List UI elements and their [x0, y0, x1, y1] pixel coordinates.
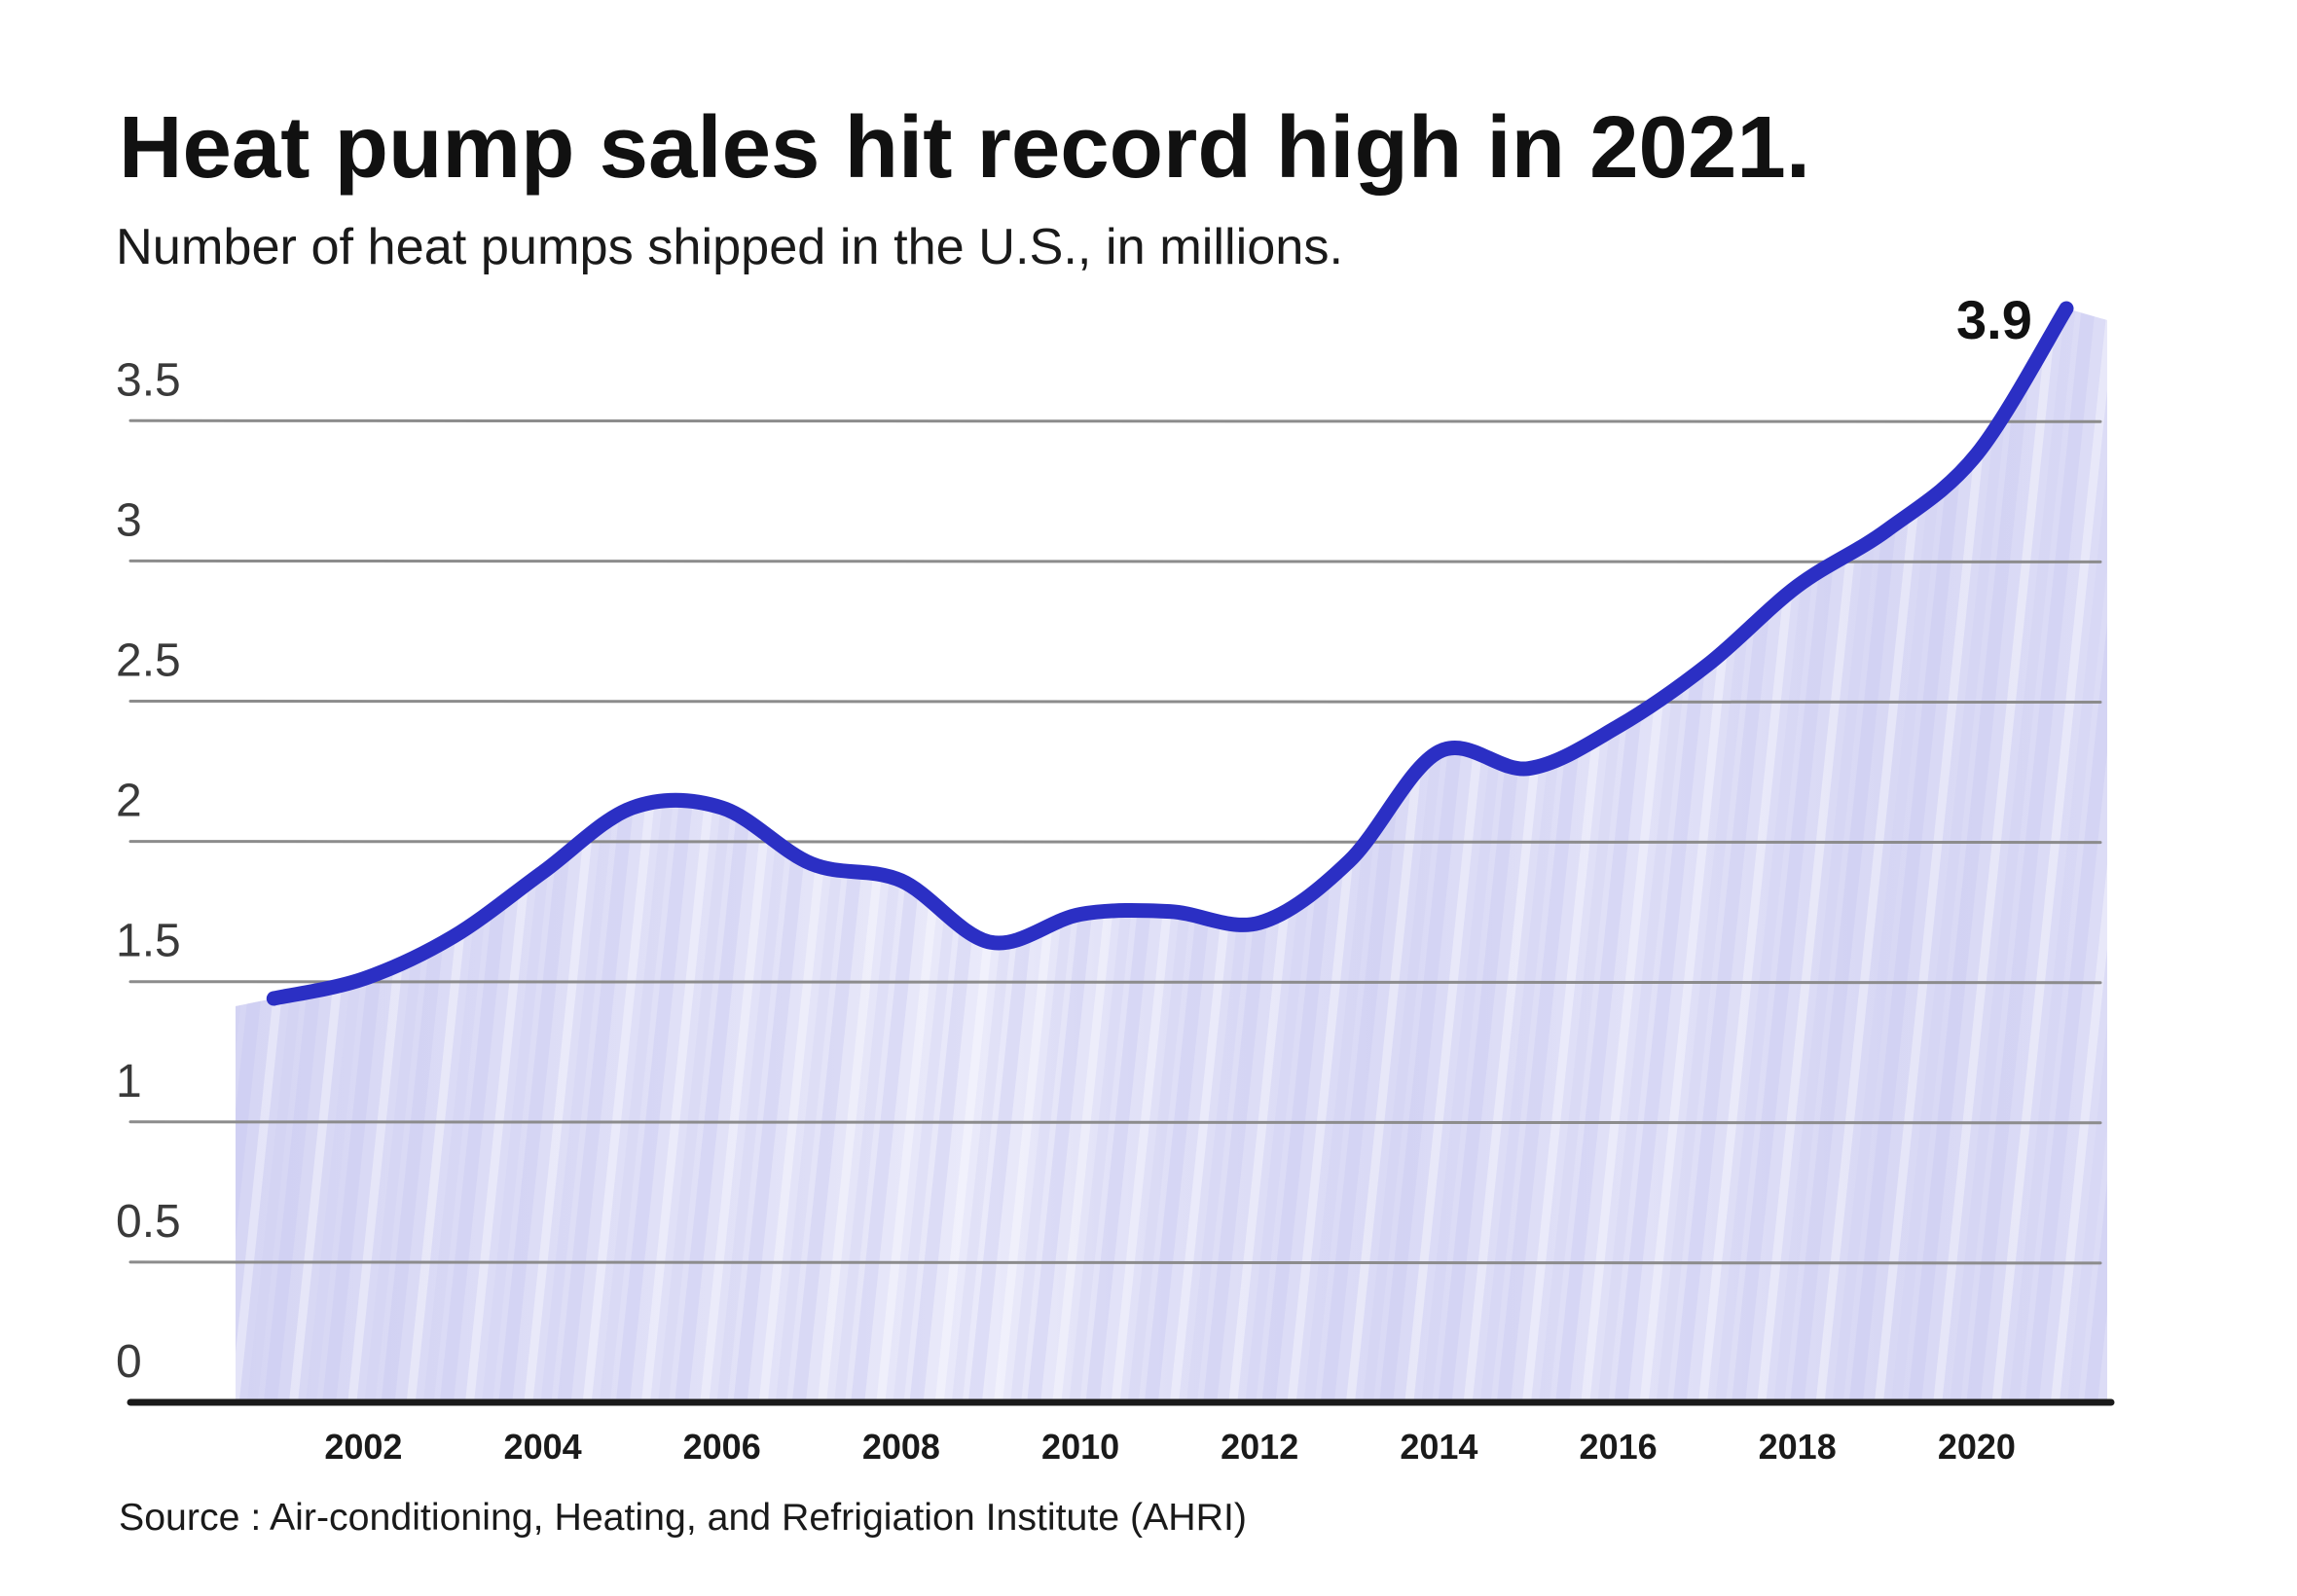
- annotations: 3.9: [1956, 289, 2032, 350]
- data-label-2021: 3.9: [1956, 289, 2032, 350]
- source-note: Source : Air-conditioning, Heating, and …: [119, 1497, 1247, 1539]
- x-tick-label: 2002: [324, 1427, 402, 1467]
- x-tick-label: 2008: [862, 1427, 940, 1467]
- gridline: [128, 418, 2102, 423]
- gridline: [128, 840, 2102, 845]
- x-tick-label: 2012: [1221, 1427, 1298, 1467]
- y-tick-label: 2: [116, 776, 142, 827]
- x-tick-label: 2006: [683, 1427, 761, 1467]
- y-tick-label: 0.5: [116, 1196, 181, 1248]
- gridline: [128, 700, 2102, 704]
- x-tick-label: 2010: [1041, 1427, 1119, 1467]
- series-line: [266, 301, 2074, 1006]
- gridline: [128, 1260, 2102, 1265]
- gridline: [128, 1120, 2102, 1125]
- y-tick-label: 2.5: [116, 635, 181, 687]
- area-fill-texture: [236, 308, 2107, 1402]
- x-axis-labels: 2002 2004 2006 2008 2010 2012 2014 2016 2018 2020: [324, 1427, 2016, 1467]
- area-fill: [236, 308, 2107, 1402]
- gridlines: [128, 418, 2102, 1265]
- y-tick-label: 1.5: [116, 916, 181, 967]
- y-tick-label: 3: [116, 494, 142, 546]
- x-tick-label: 2016: [1580, 1427, 1658, 1467]
- x-tick-label: 2004: [504, 1427, 582, 1467]
- series-line-group: [266, 301, 2074, 1006]
- y-tick-label: 3.5: [116, 354, 181, 406]
- gridline: [128, 559, 2102, 563]
- gridline: [128, 980, 2102, 985]
- x-tick-label: 2014: [1400, 1427, 1477, 1467]
- y-tick-label: 0: [116, 1336, 142, 1388]
- y-tick-label: 1: [116, 1056, 142, 1107]
- chart-subtitle: Number of heat pumps shipped in the U.S.…: [116, 219, 1343, 275]
- y-axis-labels: 0 0.5 1 1.5 2 2.5 3 3.5: [116, 354, 181, 1388]
- x-tick-label: 2020: [1938, 1427, 2016, 1467]
- chart-title: Heat pump sales hit record high in 2021.: [119, 99, 1810, 197]
- x-tick-label: 2018: [1759, 1427, 1837, 1467]
